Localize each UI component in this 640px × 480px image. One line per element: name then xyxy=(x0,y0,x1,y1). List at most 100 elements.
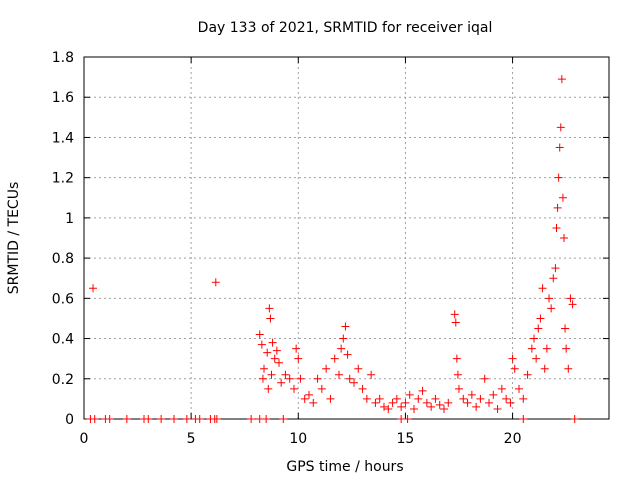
data-point xyxy=(358,384,367,393)
data-point xyxy=(502,394,511,403)
y-tick-label: 1.4 xyxy=(52,130,74,146)
data-point xyxy=(335,370,343,379)
data-point xyxy=(450,310,459,319)
data-point xyxy=(89,284,97,293)
data-point xyxy=(211,278,220,287)
data-point xyxy=(268,338,277,347)
data-point xyxy=(257,340,266,349)
data-points xyxy=(86,75,579,423)
data-point xyxy=(532,354,541,363)
data-point xyxy=(566,294,575,303)
data-point xyxy=(322,364,331,373)
data-point xyxy=(410,404,418,413)
data-point xyxy=(292,344,301,353)
data-point xyxy=(562,344,571,353)
data-point xyxy=(326,394,335,403)
data-point xyxy=(553,203,562,212)
data-point xyxy=(472,402,481,411)
data-point xyxy=(554,173,563,182)
data-point xyxy=(337,344,346,353)
data-point xyxy=(556,123,565,132)
data-point xyxy=(530,334,538,343)
data-point xyxy=(540,364,549,373)
data-point xyxy=(305,390,313,399)
x-tick-label: 20 xyxy=(504,431,522,447)
data-point xyxy=(345,374,354,383)
data-point xyxy=(354,364,363,373)
data-point xyxy=(561,324,570,333)
y-tick-label: 0.8 xyxy=(52,251,74,267)
data-point xyxy=(431,394,440,403)
data-point xyxy=(341,322,350,331)
y-tick-label: 1.8 xyxy=(52,50,74,66)
data-point xyxy=(435,400,444,409)
y-tick-label: 0.2 xyxy=(52,372,74,388)
data-point xyxy=(294,354,303,363)
data-point xyxy=(264,384,273,393)
data-point xyxy=(392,394,401,403)
data-point xyxy=(480,374,489,383)
data-point xyxy=(260,364,268,373)
data-point xyxy=(279,415,288,423)
data-point xyxy=(568,300,577,309)
data-point xyxy=(182,415,191,423)
data-point xyxy=(401,398,410,407)
data-point xyxy=(266,314,275,323)
data-point xyxy=(551,264,560,273)
data-point xyxy=(285,374,294,383)
data-point xyxy=(195,415,204,423)
data-point xyxy=(418,386,427,395)
data-point xyxy=(403,415,412,423)
data-point xyxy=(534,324,543,333)
x-axis-label: GPS time / hours xyxy=(286,459,403,475)
data-point xyxy=(263,348,272,357)
data-point xyxy=(265,304,274,313)
data-point xyxy=(267,370,276,379)
x-tick-label: 5 xyxy=(187,431,196,447)
y-tick-label: 1.6 xyxy=(52,90,74,106)
x-tick-label: 0 xyxy=(80,431,89,447)
axis-ticks: 0 0.2 0.4 0.6 0.8 1 1.2 1.4 1.6 1.8 0 5 10 15 20 xyxy=(52,50,609,447)
data-point xyxy=(157,415,166,423)
data-point xyxy=(455,384,463,393)
y-tick-label: 1 xyxy=(65,211,74,227)
data-point xyxy=(515,384,523,393)
data-point xyxy=(523,370,532,379)
data-point xyxy=(371,398,380,407)
chart-title: Day 133 of 2021, SRMTID for receiver iqa… xyxy=(198,20,493,36)
data-point xyxy=(144,415,153,423)
data-point xyxy=(527,344,536,353)
data-point xyxy=(255,330,264,339)
data-point xyxy=(380,402,388,411)
y-tick-label: 0 xyxy=(65,412,74,428)
data-point xyxy=(560,234,568,242)
data-point xyxy=(542,344,551,353)
plot-frame xyxy=(83,56,610,420)
data-point xyxy=(467,390,476,399)
data-point xyxy=(290,384,298,393)
data-point xyxy=(375,394,384,403)
data-point xyxy=(90,415,99,423)
y-tick-label: 0.6 xyxy=(52,291,74,307)
data-point xyxy=(262,415,271,423)
data-point xyxy=(557,75,566,84)
data-point xyxy=(281,370,290,379)
data-point xyxy=(552,223,561,232)
data-point xyxy=(362,394,371,403)
data-point xyxy=(272,346,281,355)
data-point xyxy=(564,364,573,373)
data-point xyxy=(453,370,462,379)
data-point xyxy=(508,354,517,363)
y-axis-label: SRMTID / TECUs xyxy=(6,182,22,295)
data-point xyxy=(122,415,131,423)
data-point xyxy=(427,402,436,411)
data-point xyxy=(519,415,528,423)
data-point xyxy=(422,398,431,407)
data-point xyxy=(452,354,461,363)
data-point xyxy=(444,398,453,407)
data-point xyxy=(493,404,502,413)
data-point xyxy=(350,378,358,387)
data-point xyxy=(506,398,515,407)
data-point xyxy=(405,390,414,399)
